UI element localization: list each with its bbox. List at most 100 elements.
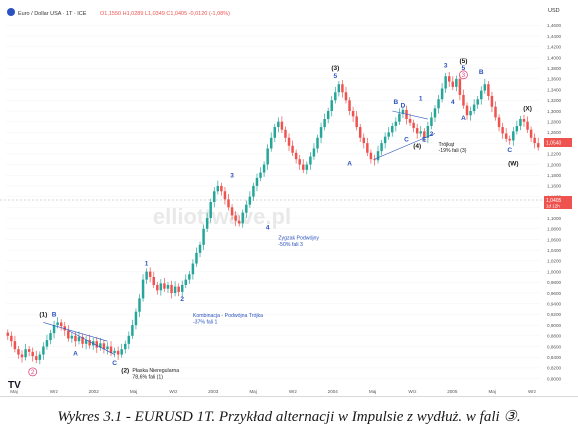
wave-label: (W) (508, 161, 518, 168)
candle (536, 137, 540, 151)
candle (430, 112, 433, 130)
candle (373, 154, 376, 166)
y-tick-label: 0,8200 (547, 366, 561, 371)
x-tick-label: Maj (249, 389, 256, 394)
candle (351, 106, 355, 122)
candle (277, 117, 280, 133)
chart-panel[interactable]: elliottwave.pl (1) B A C (2) Płaska Nieregula… (0, 0, 578, 397)
x-tick-label: 2003 (208, 389, 219, 394)
candle (35, 350, 38, 364)
candle (127, 331, 131, 350)
wave-label: C (404, 136, 409, 143)
candle (291, 140, 294, 156)
candle (20, 350, 24, 363)
wave-label: B (393, 99, 398, 106)
wave-label: C (112, 360, 117, 367)
svg-text:1,0405: 1,0405 (546, 198, 562, 204)
candle (17, 345, 20, 359)
candle (287, 133, 291, 152)
candle (113, 347, 116, 358)
trendline[interactable] (374, 133, 436, 160)
candle (455, 75, 458, 92)
trendline[interactable] (43, 322, 108, 342)
candle (141, 274, 145, 302)
wave-label: 1 (419, 96, 423, 103)
candle (526, 116, 529, 133)
candle (152, 271, 155, 289)
candle (483, 78, 487, 94)
wave-label: (5) (459, 58, 467, 65)
symbol-icon (7, 8, 15, 16)
wave-label: D (401, 103, 406, 110)
x-tick-label: Maj (488, 389, 495, 394)
wave-label: Trójkąt (439, 142, 455, 148)
candle (302, 159, 305, 174)
candle (305, 161, 309, 175)
candle (13, 335, 17, 353)
candle (433, 105, 437, 122)
candle (10, 331, 13, 347)
wave-label: (4) (413, 143, 421, 150)
candle (184, 274, 188, 289)
candle (180, 280, 184, 298)
candle (519, 115, 522, 131)
candle (84, 335, 88, 350)
candle (170, 280, 173, 299)
x-tick-label: Wrz (528, 389, 537, 394)
candle (163, 278, 166, 292)
candle (220, 182, 223, 196)
y-tick-label: 0,8400 (547, 355, 561, 360)
candle (166, 281, 170, 293)
candle (515, 120, 519, 135)
candle (508, 135, 511, 145)
x-tick-label: Wrz (408, 389, 417, 394)
candle (476, 96, 479, 109)
wave-label: (3) (331, 65, 339, 72)
trendline[interactable] (68, 330, 115, 355)
candle (512, 127, 515, 146)
candlestick-chart[interactable]: elliottwave.pl (1) B A C (2) Płaska Nieregula… (0, 0, 578, 396)
svg-text:3: 3 (462, 73, 466, 79)
candle (95, 336, 99, 353)
wave-label: B (479, 69, 484, 76)
x-tick-label: 2004 (328, 389, 339, 394)
candle (504, 128, 508, 143)
candle (362, 133, 366, 149)
candle (391, 122, 394, 137)
candle (344, 86, 348, 104)
candle (490, 91, 494, 113)
wave-label: 3 (230, 172, 234, 179)
candle (227, 193, 230, 211)
candle (173, 281, 177, 297)
tv-logo-icon: TV (8, 380, 21, 391)
y-tick-label: 0,8000 (547, 376, 561, 381)
candle (312, 143, 316, 160)
y-tick-label: 1,0000 (547, 269, 561, 274)
candle (248, 191, 252, 208)
candle (358, 123, 362, 143)
candle (120, 343, 123, 358)
candle (366, 137, 369, 156)
candle (355, 111, 358, 131)
svg-text:2: 2 (31, 370, 35, 376)
candle (59, 319, 63, 331)
candle (252, 182, 255, 201)
candle (444, 72, 447, 93)
candle (316, 134, 319, 153)
y-tick-label: 0,9400 (547, 302, 561, 307)
y-tick-label: 1,3800 (547, 66, 561, 71)
y-tick-label: 1,0200 (547, 259, 561, 264)
wave-label: 2 (430, 131, 434, 138)
wave-label: E (422, 136, 427, 143)
x-tick-label: Wrz (289, 389, 298, 394)
y-tick-label: 1,2200 (547, 152, 561, 157)
candle (533, 133, 536, 149)
candle (237, 215, 241, 227)
candle (319, 122, 323, 144)
candle (440, 83, 444, 103)
trendline[interactable] (392, 110, 428, 120)
y-tick-label: 1,2000 (547, 162, 561, 167)
wave-label: 78,6% fali (1) (132, 375, 163, 381)
wave-label: 4 (266, 225, 270, 232)
y-tick-label: 1,3400 (547, 87, 561, 92)
